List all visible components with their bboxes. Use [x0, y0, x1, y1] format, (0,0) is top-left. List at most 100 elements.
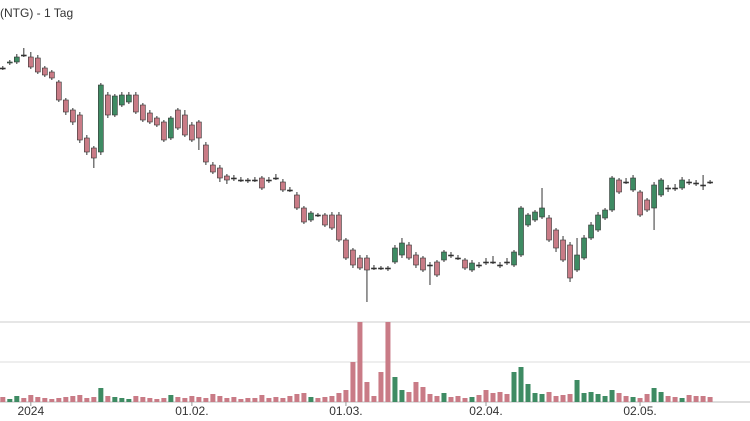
candle-body: [448, 254, 454, 257]
candle-body: [98, 84, 104, 153]
volume-bar: [63, 397, 69, 402]
candle-body: [147, 112, 153, 123]
candle-body: [238, 179, 244, 182]
volume-bar: [77, 395, 83, 402]
volume-bar: [378, 372, 384, 402]
candle-body: [273, 177, 279, 180]
volume-bar: [455, 396, 461, 402]
candle-body: [182, 114, 188, 136]
volume-bar: [287, 396, 293, 402]
candle-body: [329, 214, 335, 229]
candle-body: [469, 262, 475, 271]
volume-bar: [322, 397, 328, 402]
candle-body: [140, 104, 146, 121]
volume-bar: [595, 394, 601, 402]
volume-bar: [329, 396, 335, 402]
candle-body: [693, 182, 699, 185]
volume-bar: [448, 397, 454, 402]
candle-body: [476, 264, 482, 267]
volume-bar: [462, 398, 468, 402]
candle-body: [42, 67, 48, 76]
volume-bar: [84, 398, 90, 402]
candle-body: [490, 261, 496, 264]
volume-bar: [693, 396, 699, 402]
candle-body: [546, 217, 552, 241]
candle-body: [406, 244, 412, 259]
volume-bar: [420, 387, 426, 402]
candle-body: [532, 211, 538, 221]
candle-body: [553, 229, 559, 249]
candle-body: [245, 179, 251, 182]
candle-body: [560, 239, 566, 261]
volume-bar: [336, 393, 342, 402]
volume-bar: [140, 397, 146, 402]
candle-body: [343, 239, 349, 259]
candle-body: [203, 144, 209, 163]
volume-bar: [224, 398, 230, 402]
candle-body: [126, 94, 132, 103]
candle-body: [483, 261, 489, 264]
volume-bar: [567, 394, 573, 402]
candle-body: [511, 251, 517, 266]
volume-bar: [259, 395, 265, 402]
volume-bar: [546, 392, 552, 402]
volume-bar: [700, 396, 706, 402]
candle-body: [119, 94, 125, 106]
volume-bar: [196, 397, 202, 402]
candle-body: [161, 121, 167, 141]
candle-body: [581, 237, 587, 259]
candle-body: [7, 61, 13, 64]
volume-bar: [273, 397, 279, 402]
volume-bar: [511, 372, 517, 402]
volume-bar: [238, 399, 244, 402]
candle-body: [231, 177, 237, 180]
volume-bar: [434, 396, 440, 402]
candle-body: [588, 224, 594, 239]
volume-bar: [112, 397, 118, 402]
candle-body: [28, 56, 34, 68]
volume-bar: [427, 394, 433, 402]
volume-bar: [21, 398, 27, 402]
candle-body: [133, 94, 139, 113]
volume-bar: [266, 398, 272, 402]
volume-bar: [91, 397, 97, 402]
volume-bar: [0, 397, 6, 402]
volume-bar: [665, 396, 671, 402]
volume-bar: [357, 322, 363, 402]
candle-body: [315, 214, 321, 217]
volume-bar: [532, 393, 538, 402]
volume-bar: [504, 394, 510, 402]
candle-body: [84, 137, 90, 153]
candle-body: [21, 54, 27, 57]
volume-bar: [637, 398, 643, 402]
volume-bar: [588, 392, 594, 402]
volume-bar: [518, 367, 524, 402]
volume-bar: [154, 399, 160, 402]
volume-bar: [441, 393, 447, 402]
candle-body: [224, 175, 230, 181]
volume-bar: [308, 397, 314, 402]
candle-body: [70, 109, 76, 123]
candle-body: [595, 214, 601, 231]
volume-bar: [210, 394, 216, 402]
candle-body: [35, 57, 41, 73]
volume-bar: [497, 392, 503, 402]
candle-body: [210, 164, 216, 173]
candle-body: [679, 179, 685, 189]
candle-body: [77, 114, 83, 141]
volume-bar: [658, 392, 664, 402]
candle-body: [567, 244, 573, 279]
candle-body: [0, 67, 6, 70]
candle-body: [259, 177, 265, 189]
volume-bar: [189, 396, 195, 402]
candle-body: [462, 259, 468, 269]
volume-bar: [217, 396, 223, 402]
candle-body: [14, 56, 20, 63]
volume-bar: [245, 398, 251, 402]
x-tick-label: 01.03.: [329, 404, 362, 418]
candle-body: [168, 117, 174, 139]
volume-bar: [182, 398, 188, 402]
volume-bar: [539, 394, 545, 402]
candle-body: [63, 99, 69, 113]
